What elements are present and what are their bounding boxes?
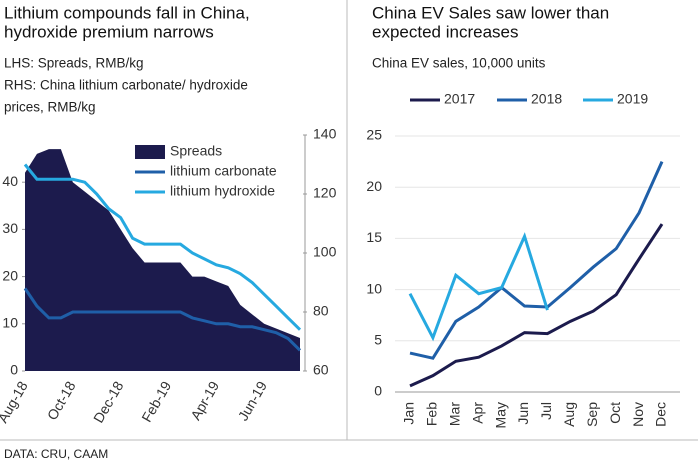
y2-tick-label: 120 [313,185,337,201]
legend-label: 2017 [444,91,475,107]
x-tick-label: Sep [584,402,600,427]
chart-title: Lithium compounds fall in China, [4,3,250,22]
area [25,149,300,371]
y2-tick-label: 60 [313,362,329,378]
chart-title: expected increases [372,22,518,41]
x-tick-label: Aug-18 [0,378,31,425]
legend-label: Spreads [170,143,222,159]
line [409,160,664,360]
chart-subtitle: RHS: China lithium carbonate/ hydroxide [4,78,248,93]
x-tick-label: Jan [401,402,417,425]
y2-tick-label: 80 [313,303,329,319]
y-tick-label: 25 [366,127,382,143]
x-tick-label: May [492,402,508,428]
x-tick-label: Oct-18 [44,378,79,423]
y-tick-label: 40 [2,173,18,189]
x-tick-label: Apr-19 [187,378,222,423]
x-tick-label: Dec [653,402,669,427]
chart-subtitle: China EV sales, 10,000 units [372,56,546,71]
y-tick-label: 10 [366,280,382,296]
line [23,163,302,331]
chart-subtitle: LHS: Spreads, RMB/kg [4,56,144,71]
y-tick-label: 30 [2,220,18,236]
y-tick-label: 20 [366,178,382,194]
y-tick-label: 20 [2,267,18,283]
x-tick-label: Mar [447,402,463,426]
line [408,232,549,342]
chart-title: hydroxide premium narrows [4,22,214,41]
chart-subtitle: prices, RMB/kg [4,100,96,115]
line [23,287,302,352]
x-tick-label: Feb [424,402,440,426]
legend-label: lithium carbonate [170,163,277,179]
x-tick-label: Dec-18 [90,378,127,425]
x-tick-label: Jul [538,402,554,420]
y-tick-label: 0 [374,383,382,399]
x-tick-label: Feb-19 [138,378,174,425]
x-tick-label: Jun-19 [235,378,270,423]
y2-tick-label: 140 [313,126,337,142]
x-tick-label: Apr [469,402,485,424]
y-tick-label: 5 [374,332,382,348]
line [409,223,664,388]
x-tick-label: Jun [515,402,531,425]
y2-tick-label: 100 [313,244,337,260]
legend-label: lithium hydroxide [170,183,275,199]
x-tick-label: Aug [561,402,577,427]
legend-label: 2019 [617,91,648,107]
x-tick-label: Oct [607,402,623,424]
source: DATA: CRU, CAAM [4,447,108,461]
x-tick-label: Nov [630,402,646,427]
y-tick-label: 0 [10,362,18,378]
legend-label: 2018 [531,91,562,107]
y-tick-label: 15 [366,229,382,245]
y-tick-label: 10 [2,315,18,331]
chart-title: China EV Sales saw lower than [372,3,609,22]
legend-swatch [135,145,165,159]
